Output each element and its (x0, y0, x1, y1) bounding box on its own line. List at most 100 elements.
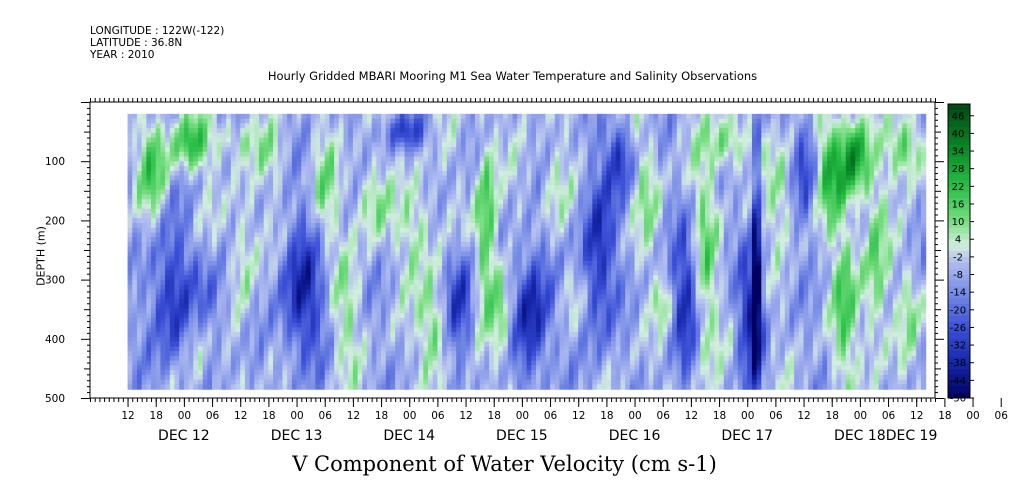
heatmap-cell (310, 246, 316, 253)
heatmap-cell (704, 175, 711, 181)
heatmap-cell (141, 208, 147, 215)
heatmap-cell (404, 166, 410, 172)
heatmap-cell (812, 223, 819, 229)
heatmap-cell (798, 161, 805, 167)
heatmap-cell (597, 213, 603, 219)
heatmap-cell (559, 208, 565, 215)
heatmap-cell (545, 123, 551, 129)
heatmap-cell (728, 118, 734, 124)
heatmap-cell (197, 128, 204, 134)
heatmap-cell (888, 227, 894, 234)
heatmap-cell (873, 223, 880, 229)
heatmap-cell (540, 132, 546, 139)
heatmap-cell (625, 204, 631, 210)
heatmap-cell (550, 161, 556, 167)
heatmap-cell (287, 147, 293, 153)
heatmap-cell (535, 199, 542, 205)
heatmap-cell (371, 113, 377, 120)
heatmap-cell (766, 232, 772, 238)
heatmap-cell (146, 232, 152, 238)
heatmap-cell (188, 204, 194, 210)
heatmap-cell (587, 227, 593, 234)
heatmap-cell (428, 123, 434, 129)
heatmap-cell (869, 151, 875, 158)
heatmap-cell (700, 151, 706, 158)
heatmap-cell (578, 232, 584, 238)
heatmap-cell (780, 128, 786, 134)
heatmap-cell (737, 128, 744, 134)
heatmap-cell (169, 194, 176, 200)
heatmap-cell (432, 175, 438, 181)
heatmap-cell (634, 166, 640, 172)
heatmap-cell (305, 147, 312, 153)
heatmap-cell (301, 175, 307, 181)
heatmap-cell (676, 175, 683, 181)
heatmap-cell (498, 147, 504, 153)
heatmap-cell (681, 189, 687, 196)
heatmap-cell (291, 189, 298, 196)
heatmap-cell (742, 142, 748, 148)
heatmap-cell (902, 232, 908, 238)
heatmap-cell (911, 147, 917, 153)
heatmap-cell (155, 118, 162, 124)
heatmap-cell (296, 208, 302, 215)
heatmap-cell (625, 118, 631, 124)
heatmap-cell (399, 204, 406, 210)
heatmap-cell (770, 156, 776, 162)
heatmap-cell (277, 213, 284, 219)
heatmap-cell (672, 232, 678, 238)
heatmap-cell (381, 251, 387, 257)
heatmap-cell (841, 170, 847, 177)
heatmap-cell (540, 189, 546, 196)
heatmap-cell (484, 246, 490, 253)
heatmap-cell (526, 156, 532, 162)
heatmap-cell (521, 246, 528, 253)
heatmap-cell (141, 123, 147, 129)
heatmap-cell (822, 232, 828, 238)
heatmap-cell (357, 156, 363, 162)
heatmap-cell (329, 223, 335, 229)
heatmap-cell (906, 199, 913, 205)
heatmap-cell (259, 223, 265, 229)
heatmap-cell (390, 185, 396, 191)
heatmap-cell (212, 232, 218, 238)
heatmap-cell (423, 128, 429, 134)
heatmap-cell (207, 123, 213, 129)
heatmap-cell (432, 128, 438, 134)
heatmap-cell (390, 189, 396, 196)
heatmap-cell (643, 213, 650, 219)
heatmap-cell (310, 237, 316, 243)
heatmap-cell (305, 251, 312, 257)
heatmap-cell (841, 128, 847, 134)
heatmap-cell (240, 227, 246, 234)
heatmap-cell (409, 227, 415, 234)
heatmap-cell (897, 213, 903, 219)
heatmap-cell (526, 199, 532, 205)
heatmap-cell (456, 213, 462, 219)
heatmap-cell (573, 128, 579, 134)
heatmap-cell (202, 151, 208, 158)
heatmap-cell (784, 128, 791, 134)
heatmap-cell (592, 208, 598, 215)
heatmap-cell (709, 199, 715, 205)
heatmap-cell (597, 128, 603, 134)
heatmap-cell (812, 194, 819, 200)
heatmap-cell (742, 161, 748, 167)
heatmap-cell (808, 237, 814, 243)
heatmap-cell (784, 166, 791, 172)
heatmap-cell (376, 251, 382, 257)
heatmap-cell (653, 227, 659, 234)
heatmap-cell (399, 208, 406, 215)
heatmap-cell (517, 175, 523, 181)
heatmap-cell (521, 170, 528, 177)
heatmap-cell (573, 156, 579, 162)
heatmap-cell (474, 199, 481, 205)
heatmap-cell (798, 147, 805, 153)
heatmap-cell (460, 180, 467, 186)
heatmap-cell (249, 213, 255, 219)
heatmap-cell (667, 161, 673, 167)
heatmap-cell (273, 137, 279, 143)
heatmap-cell (474, 151, 481, 158)
heatmap-cell (193, 175, 199, 181)
heatmap-cell (695, 128, 701, 134)
